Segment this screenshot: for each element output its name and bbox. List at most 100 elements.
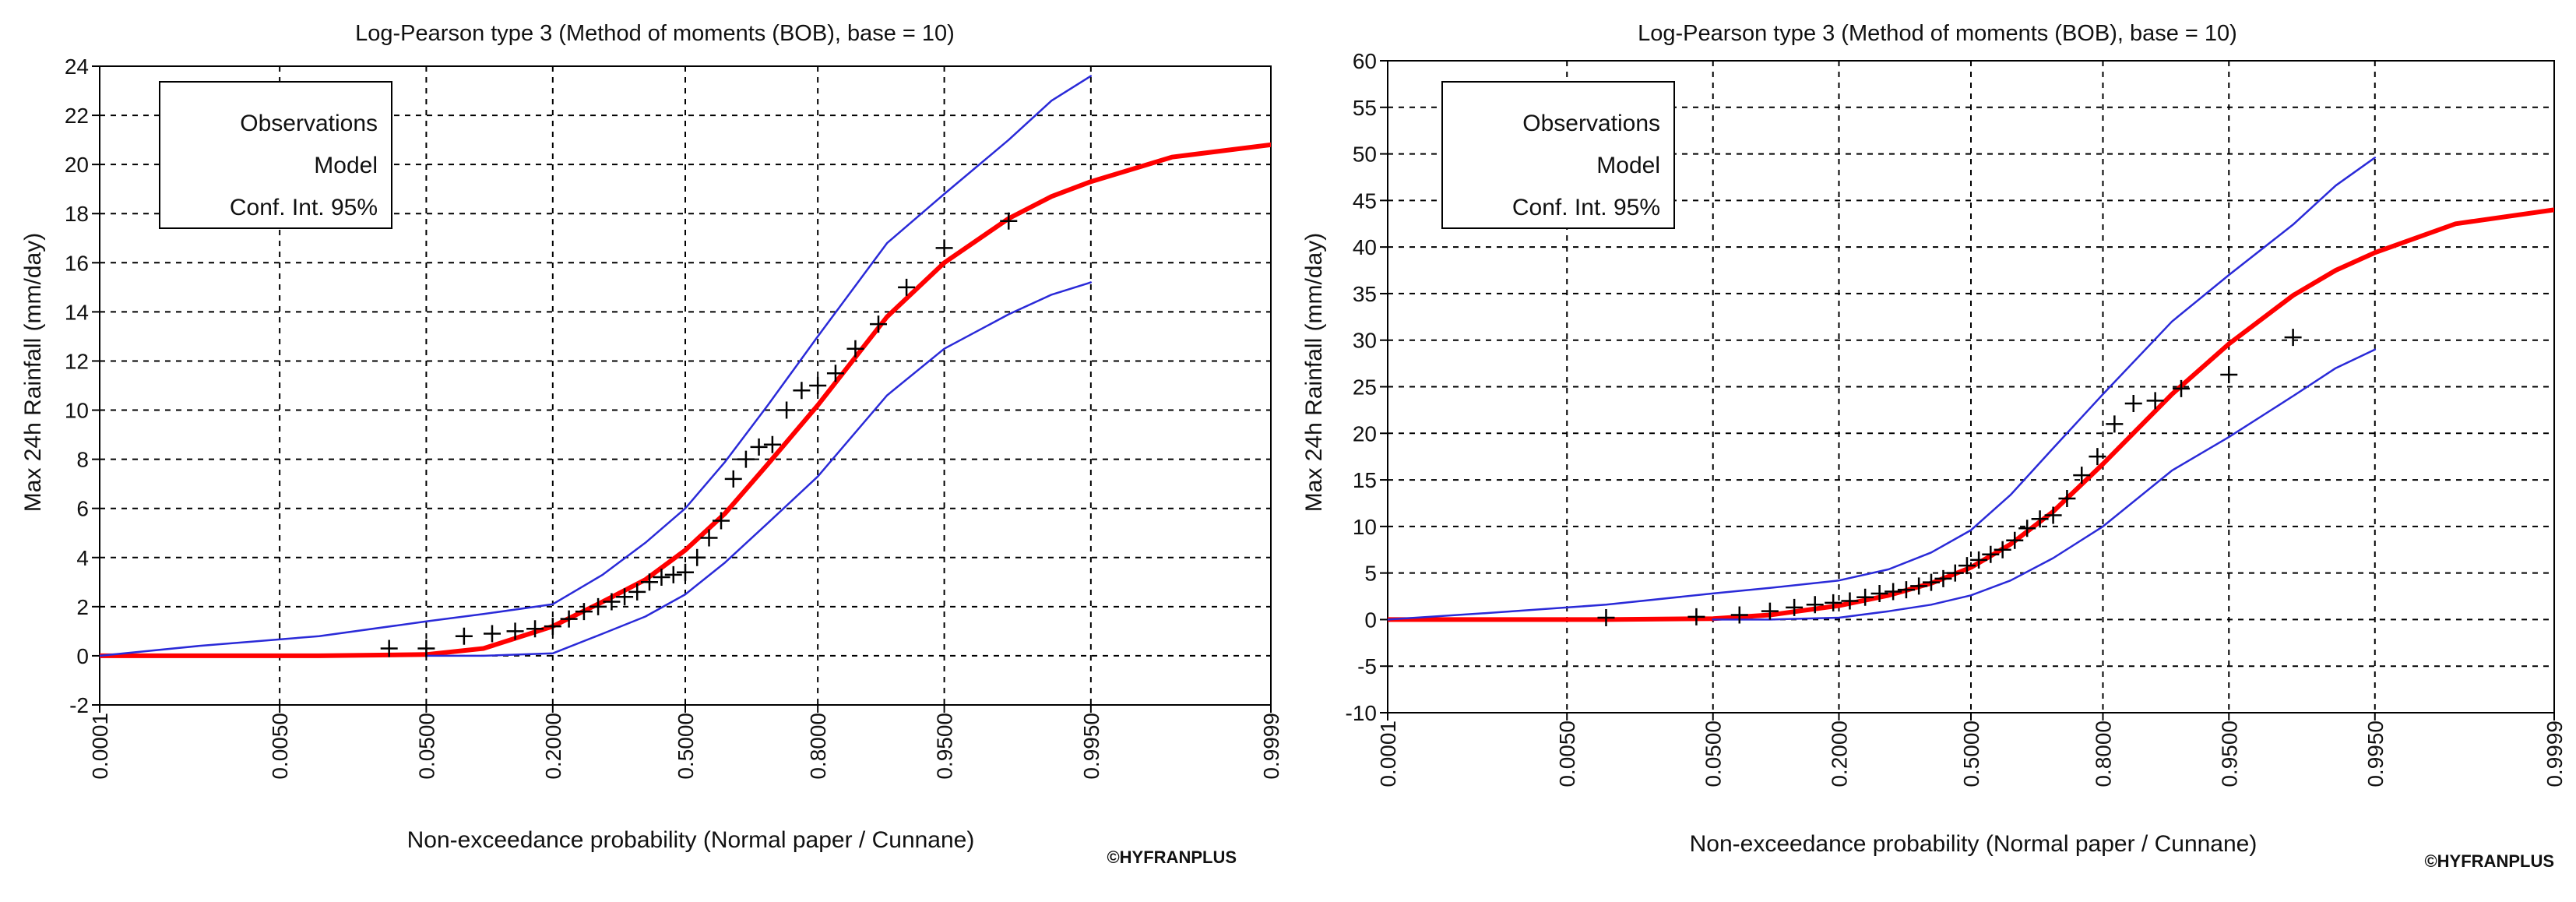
- legend-entry-observations: Observations: [240, 111, 378, 136]
- observation-point: [2031, 510, 2049, 528]
- observation-point: [417, 640, 435, 657]
- observation-point: [2018, 520, 2036, 537]
- x-tick-label: 0.9999: [2543, 721, 2567, 787]
- x-tick-label: 0.5000: [674, 713, 698, 780]
- observation-point: [1786, 598, 1804, 616]
- x-axis-label: Non-exceedance probability (Normal paper…: [1690, 831, 2258, 857]
- observation-point: [1856, 588, 1874, 606]
- y-tick-label: 50: [1353, 143, 1377, 167]
- y-tick-label: 55: [1353, 96, 1377, 120]
- observation-point: [1897, 581, 1915, 599]
- y-tick-label: 18: [65, 202, 89, 226]
- observation-point: [778, 401, 796, 419]
- observation-point: [1806, 596, 1824, 614]
- y-tick-label: 10: [1353, 515, 1377, 539]
- observation-point: [640, 573, 658, 591]
- observation-point: [1970, 551, 1988, 569]
- observation-point: [2124, 395, 2142, 413]
- observation-point: [713, 512, 730, 530]
- x-tick-label: 0.2000: [1827, 721, 1851, 787]
- observation-point: [2006, 531, 2024, 549]
- watermark: ©HYFRANPLUS: [2424, 851, 2554, 871]
- panel-right: Log-Pearson type 3 (Method of moments (B…: [1301, 21, 2554, 871]
- observation-point: [1946, 564, 1964, 582]
- x-tick-label: 0.9950: [1079, 713, 1103, 780]
- watermark: ©HYFRANPLUS: [1107, 847, 1237, 867]
- observation-point: [455, 627, 473, 645]
- y-tick-label: 0: [1364, 608, 1377, 632]
- y-tick-label: 45: [1353, 189, 1377, 213]
- x-tick-label: 0.0050: [268, 713, 292, 780]
- observation-point: [1922, 573, 1940, 591]
- observation-point: [664, 566, 682, 583]
- y-tick-label: 24: [65, 55, 89, 79]
- plot-frame: [1387, 60, 2555, 713]
- observation-point: [483, 625, 501, 643]
- observation-point: [2146, 392, 2164, 410]
- observation-point: [653, 569, 670, 586]
- observation-point: [560, 610, 578, 628]
- x-tick-label: 0.0001: [88, 713, 112, 780]
- legend-box: [159, 81, 392, 229]
- observation-point: [1597, 609, 1615, 627]
- x-tick-label: 0.0500: [1701, 721, 1726, 787]
- y-tick-label: 0: [76, 644, 89, 668]
- x-tick-label: 0.8000: [806, 713, 830, 780]
- observation-point: [2220, 365, 2238, 383]
- observation-point: [935, 239, 953, 257]
- y-tick-label: 30: [1353, 329, 1377, 353]
- legend-entry-conf-int: Conf. Int. 95%: [1512, 195, 1660, 220]
- observation-point: [1761, 602, 1779, 620]
- x-tick-label: 0.2000: [541, 713, 565, 780]
- observation-point: [1825, 594, 1842, 611]
- x-tick-label: 0.9500: [2217, 721, 2241, 787]
- y-tick-label: 2: [76, 595, 89, 619]
- plot-frame: [99, 65, 1272, 706]
- legend-box: [1441, 81, 1675, 229]
- observation-point: [870, 315, 888, 333]
- observation-point: [677, 563, 694, 581]
- y-tick-label: 22: [65, 104, 89, 128]
- observation-point: [793, 382, 811, 400]
- observation-point: [846, 340, 864, 358]
- y-tick-label: 5: [1364, 562, 1377, 586]
- observation-point: [2089, 448, 2106, 466]
- y-axis-label: Max 24h Rainfall (mm/day): [1301, 233, 1327, 512]
- x-tick-label: 0.9950: [2363, 721, 2388, 787]
- observation-point: [1994, 541, 2011, 558]
- panel-left: Log-Pearson type 3 (Method of moments (B…: [20, 21, 1237, 867]
- observation-point: [506, 622, 524, 640]
- y-tick-label: 12: [65, 349, 89, 373]
- observation-point: [826, 365, 844, 382]
- y-tick-label: 14: [65, 300, 89, 324]
- observation-point: [898, 278, 916, 296]
- legend-entry-observations: Observations: [1522, 111, 1660, 136]
- x-tick-label: 0.9500: [933, 713, 957, 780]
- observation-point: [2073, 467, 2091, 484]
- series-layer: [100, 75, 1271, 658]
- x-axis-label: Non-exceedance probability (Normal paper…: [407, 827, 975, 853]
- y-tick-label: 20: [1353, 421, 1377, 446]
- observation-point: [2044, 506, 2062, 524]
- y-tick-label: 8: [76, 448, 89, 472]
- chart-title: Log-Pearson type 3 (Method of moments (B…: [355, 21, 955, 46]
- legend-entry-model: Model: [1596, 153, 1660, 178]
- observation-point: [2173, 379, 2191, 397]
- y-tick-label: -2: [69, 693, 89, 717]
- observation-point: [628, 583, 646, 601]
- observation-point: [1884, 583, 1902, 601]
- observation-point: [2284, 329, 2302, 347]
- observation-point: [1934, 569, 1952, 587]
- observation-point: [1730, 606, 1748, 624]
- observation-point: [616, 588, 634, 606]
- observation-point: [1982, 545, 2000, 563]
- observation-point: [526, 620, 544, 638]
- observation-point: [589, 597, 607, 615]
- x-tick-label: 0.0050: [1555, 721, 1579, 787]
- y-tick-label: 4: [76, 546, 89, 570]
- y-tick-label: 16: [65, 251, 89, 275]
- y-axis-label: Max 24h Rainfall (mm/day): [20, 233, 46, 512]
- observation-point: [688, 548, 706, 566]
